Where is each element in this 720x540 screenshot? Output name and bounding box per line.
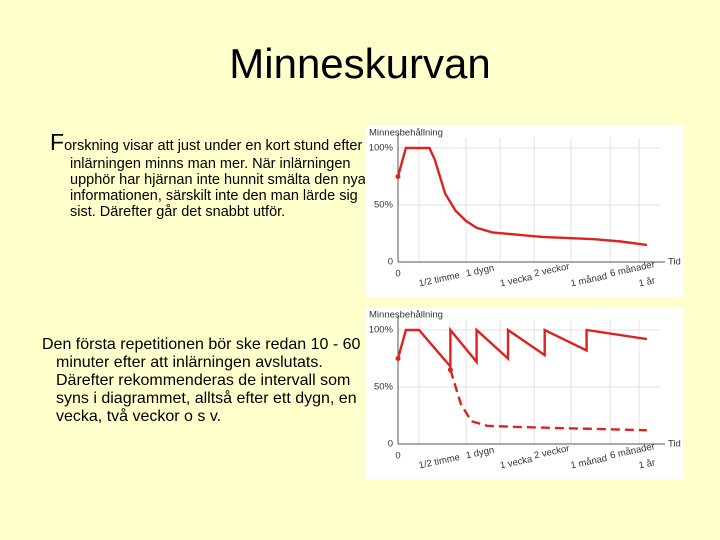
x-tick-label: 1 dygn	[465, 263, 495, 280]
y-tick-label: 0	[388, 257, 393, 268]
slide-title: Minneskurvan	[229, 40, 491, 87]
y-tick-label: 100%	[369, 325, 394, 336]
x-tick-label: 1 månad	[570, 453, 608, 471]
y-axis-label: Minnesbehållning	[369, 310, 443, 321]
y-axis-label: Minnesbehållning	[369, 128, 443, 139]
paragraph: Den första repetitionen bör ske redan 10…	[42, 336, 361, 425]
x-tick-label: 1 vecka	[499, 454, 534, 472]
start-point	[395, 174, 401, 179]
x-tick-label: 2 veckor	[533, 443, 570, 461]
start-point	[395, 356, 401, 361]
x-tick-label: 1 år	[638, 457, 656, 471]
x-tick-label: 1 månad	[570, 271, 608, 289]
y-tick-label: 100%	[369, 143, 394, 154]
line-series	[449, 369, 647, 432]
start-point	[447, 367, 453, 373]
y-tick-label: 0	[388, 439, 393, 450]
x-axis-label: Tid	[668, 257, 681, 268]
x-tick-label: 0	[395, 451, 400, 462]
line-series	[396, 146, 648, 247]
x-tick-label: 2 veckor	[533, 261, 570, 279]
y-tick-label: 50%	[374, 382, 394, 393]
x-axis-label: Tid	[668, 439, 681, 450]
x-tick-label: 1 vecka	[499, 272, 534, 290]
x-tick-label: 0	[395, 269, 400, 280]
x-tick-label: 1 dygn	[465, 445, 495, 462]
y-tick-label: 50%	[374, 200, 394, 211]
x-tick-label: 1/2 timme	[418, 270, 461, 289]
x-tick-label: 1/2 timme	[418, 452, 461, 471]
line-series	[396, 326, 648, 370]
paragraph: Forskning visar att just under en kort s…	[50, 129, 366, 221]
x-tick-label: 1 år	[638, 275, 656, 289]
